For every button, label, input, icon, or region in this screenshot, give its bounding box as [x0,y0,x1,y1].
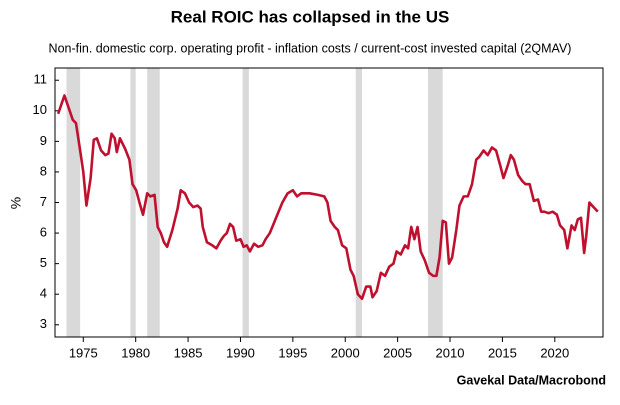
y-tick-label: 7 [40,194,47,209]
x-tick-label: 1990 [226,345,255,360]
chart-subtitle: Non-fin. domestic corp. operating profit… [49,41,572,55]
x-tick-label: 2020 [540,345,569,360]
x-tick-label: 2015 [488,345,517,360]
data-line [56,94,599,301]
plot-frame [54,67,604,338]
y-tick-label: 5 [40,255,47,270]
y-tick-label: 11 [34,72,48,87]
recession-band [130,68,136,337]
y-tick-label: 10 [33,102,47,117]
x-tick-label: 2010 [436,345,465,360]
y-tick-label: 6 [40,225,47,240]
x-tick-label: 1980 [121,345,150,360]
source: Gavekal Data/Macrobond [457,373,606,387]
x-tick-label: 2000 [331,345,360,360]
recession-band [147,68,160,337]
chart-title: Real ROIC has collapsed in the US [171,7,450,26]
recession-band [428,68,443,337]
y-tick-label: 4 [40,286,47,301]
x-tick-label: 1995 [278,345,307,360]
recession-band [355,68,363,337]
y-tick-label: 8 [40,163,47,178]
recession-band [242,68,249,337]
y-tick-label: 9 [40,133,47,148]
y-tick-label: 3 [40,316,47,331]
x-tick-label: 1975 [69,345,98,360]
x-tick-label: 2005 [383,345,412,360]
x-tick-label: 1985 [174,345,203,360]
y-axis-label: % [8,197,24,209]
